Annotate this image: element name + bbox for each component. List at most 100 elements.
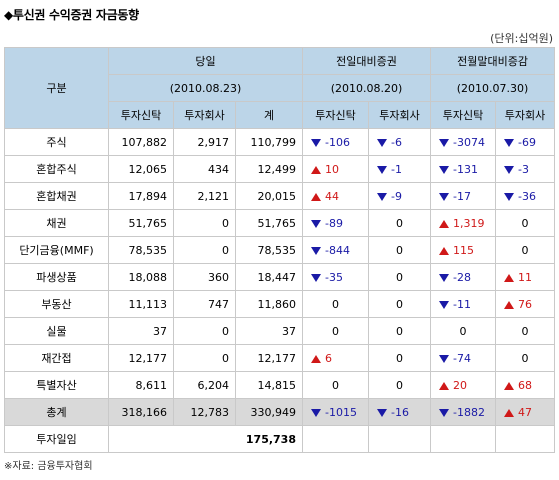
value-total: 37 xyxy=(235,317,303,345)
triangle-up-icon xyxy=(439,381,450,390)
table-row: 혼합채권 17,894 2,121 20,015 44 -9 -17 -36 xyxy=(4,182,556,210)
change-value: -844 xyxy=(325,243,350,257)
change-cell: 0 xyxy=(367,344,432,372)
subheader: 계 xyxy=(235,101,303,129)
change-cell: 115 xyxy=(430,236,497,264)
change-value: -3 xyxy=(518,162,529,176)
change-value: -89 xyxy=(325,216,343,230)
change-cell: -89 xyxy=(302,209,369,237)
change-cell: 0 xyxy=(367,209,432,237)
triangle-down-icon xyxy=(311,273,321,282)
change-value: -1882 xyxy=(453,405,485,419)
change-cell: -11 xyxy=(430,290,497,318)
triangle-down-icon xyxy=(377,408,387,417)
change-value: 68 xyxy=(518,378,533,392)
change-cell: 0 xyxy=(495,236,556,264)
value-company: 434 xyxy=(173,155,236,183)
change-value: 47 xyxy=(518,405,533,419)
header-today: 당일 xyxy=(108,47,303,75)
change-cell: -74 xyxy=(430,344,497,372)
triangle-down-icon xyxy=(377,192,387,201)
value-trust: 51,765 xyxy=(108,209,174,237)
value-company: 12,783 xyxy=(173,398,236,426)
triangle-down-icon xyxy=(311,408,321,417)
header-prev-day: 전일대비증권 xyxy=(301,47,432,75)
change-value: 10 xyxy=(325,162,339,176)
row-category: 특별자산 xyxy=(4,371,109,399)
change-cell: 11 xyxy=(495,263,556,291)
change-value: -6 xyxy=(391,135,402,149)
change-cell: -1015 xyxy=(302,398,369,426)
source-note: ※자료: 금융투자협회 xyxy=(4,461,93,472)
value-trust: 78,535 xyxy=(108,236,174,264)
change-cell: 0 xyxy=(367,263,432,291)
change-cell: 0 xyxy=(495,344,556,372)
change-cell: -3074 xyxy=(430,128,497,156)
empty-cell xyxy=(495,425,556,453)
value-trust: 12,065 xyxy=(108,155,174,183)
triangle-down-icon xyxy=(439,165,450,174)
value-company: 0 xyxy=(173,344,236,372)
change-cell: -106 xyxy=(302,128,369,156)
change-value: 0 xyxy=(396,270,403,284)
change-value: -74 xyxy=(453,351,471,365)
change-value: 76 xyxy=(518,297,533,311)
change-cell: 20 xyxy=(430,371,497,399)
table-row: 부동산 11,113 747 11,860 0 0 -11 76 xyxy=(4,290,556,318)
data-rows: 주식 107,882 2,917 110,799 -106 -6 -3074 -69 혼합주식 1… xyxy=(4,128,556,399)
triangle-down-icon xyxy=(377,165,387,174)
change-value: 0 xyxy=(396,297,403,311)
change-cell: 0 xyxy=(302,317,369,345)
triangle-down-icon xyxy=(311,138,321,147)
change-value: -69 xyxy=(518,135,536,149)
change-value: 0 xyxy=(396,378,403,392)
change-value: -17 xyxy=(453,189,471,203)
subheader: 투자신탁 xyxy=(430,101,497,129)
value-trust: 18,088 xyxy=(108,263,174,291)
value-total: 11,860 xyxy=(235,290,303,318)
change-value: 0 xyxy=(521,216,529,230)
triangle-up-icon xyxy=(504,300,515,309)
total-row: 총계 318,166 12,783 330,949 -1015 -16 -1882 47 xyxy=(4,398,556,426)
triangle-down-icon xyxy=(439,273,450,282)
row-category: 단기금융(MMF) xyxy=(4,236,109,264)
fund-flow-table: 구분 당일 전일대비증권 전월말대비증감 (2010.08.23) (2010.… xyxy=(4,47,556,453)
triangle-down-icon xyxy=(311,219,321,228)
value-company: 2,121 xyxy=(173,182,236,210)
triangle-down-icon xyxy=(439,192,450,201)
change-cell: 0 xyxy=(367,236,432,264)
row-category: 혼합채권 xyxy=(4,182,109,210)
triangle-down-icon xyxy=(439,354,450,363)
empty-cell xyxy=(302,425,369,453)
value-company: 747 xyxy=(173,290,236,318)
triangle-up-icon xyxy=(311,192,321,201)
change-value: 0 xyxy=(459,324,467,338)
value-trust: 11,113 xyxy=(108,290,174,318)
value-company: 6,204 xyxy=(173,371,236,399)
table-row: 특별자산 8,611 6,204 14,815 0 0 20 68 xyxy=(4,371,556,399)
triangle-up-icon xyxy=(439,219,450,228)
change-cell: -844 xyxy=(302,236,369,264)
investment-day-row: 투자일임 175,738 xyxy=(4,425,556,453)
change-cell: 1,319 xyxy=(430,209,497,237)
value-trust: 318,166 xyxy=(108,398,174,426)
change-value: -131 xyxy=(453,162,478,176)
triangle-up-icon xyxy=(504,381,515,390)
value-total: 12,177 xyxy=(235,344,303,372)
change-value: 115 xyxy=(453,243,475,257)
table-row: 재간접 12,177 0 12,177 6 0 -74 0 xyxy=(4,344,556,372)
triangle-up-icon xyxy=(439,246,450,255)
change-value: -11 xyxy=(453,297,471,311)
value-total: 78,535 xyxy=(235,236,303,264)
triangle-down-icon xyxy=(504,138,515,147)
change-value: 0 xyxy=(332,324,339,338)
change-value: 6 xyxy=(325,351,332,365)
row-category: 혼합주식 xyxy=(4,155,109,183)
change-value: 1,319 xyxy=(453,216,485,230)
value-company: 2,917 xyxy=(173,128,236,156)
value-company: 360 xyxy=(173,263,236,291)
change-cell: 0 xyxy=(495,317,556,345)
triangle-up-icon xyxy=(504,273,515,282)
change-cell: -69 xyxy=(495,128,556,156)
triangle-down-icon xyxy=(377,138,387,147)
